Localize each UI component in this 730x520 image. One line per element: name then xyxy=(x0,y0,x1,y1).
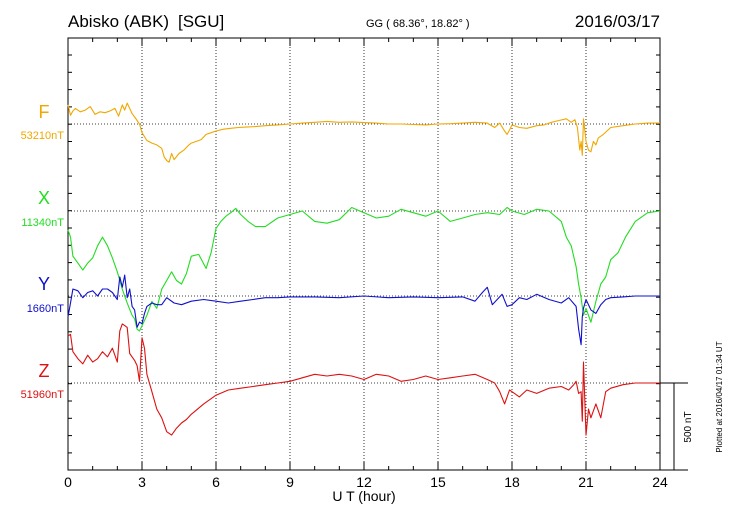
series-line-x xyxy=(67,206,661,332)
series-line-f xyxy=(67,102,660,163)
x-tick-label: 0 xyxy=(64,474,72,490)
institute-label: [SGU] xyxy=(178,12,224,31)
plotted-timestamp: Plotted at 2016/04/17 01:34 UT xyxy=(715,341,724,452)
axis-ticks xyxy=(67,38,661,470)
series-group xyxy=(67,102,661,436)
channel-name-x: X xyxy=(38,188,50,208)
x-tick-label: 9 xyxy=(286,474,294,490)
x-tick-label: 21 xyxy=(578,474,594,490)
series-line-z xyxy=(67,323,660,436)
x-tick-label: 18 xyxy=(504,474,520,490)
coordinates-label: GG ( 68.36°, 18.82° ) xyxy=(366,18,470,30)
x-tick-labels: 0 3 6 9 12 15 18 21 24 xyxy=(64,474,668,490)
x-tick-label: 3 xyxy=(138,474,146,490)
scale-bar-label: 500 nT xyxy=(683,411,694,442)
x-tick-label: 15 xyxy=(430,474,446,490)
x-tick-label: 12 xyxy=(356,474,372,490)
station-title: Abisko (ABK) xyxy=(68,12,169,31)
series-line-y xyxy=(67,274,660,346)
channel-baseline-f: 53210nT xyxy=(21,130,65,142)
channel-labels: F 53210nT X 11340nT Y 1660nT Z 51960nT xyxy=(21,102,65,401)
x-axis-title: U T (hour) xyxy=(332,488,395,504)
x-tick-label: 24 xyxy=(652,474,668,490)
channel-name-z: Z xyxy=(39,361,50,381)
channel-name-f: F xyxy=(39,102,50,122)
scale-bar: 500 nT xyxy=(660,382,694,471)
channel-name-y: Y xyxy=(38,274,50,294)
channel-baseline-x: 11340nT xyxy=(21,217,64,229)
channel-baseline-y: 1660nT xyxy=(27,303,65,315)
plot-grid xyxy=(68,38,660,470)
channel-baseline-z: 51960nT xyxy=(21,389,65,401)
x-tick-label: 6 xyxy=(212,474,220,490)
date-label: 2016/03/17 xyxy=(575,12,660,31)
